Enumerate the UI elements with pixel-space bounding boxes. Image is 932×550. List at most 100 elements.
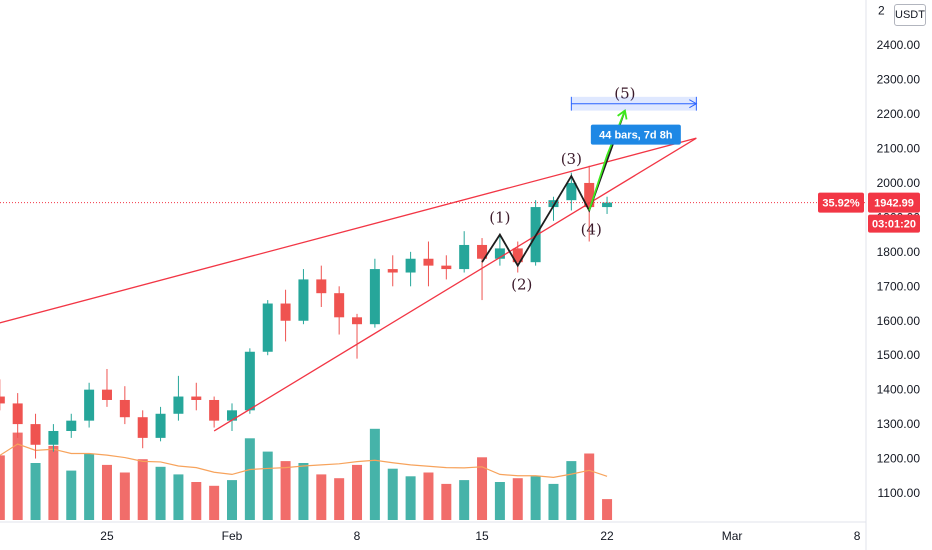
y-tick-label: 2300.00 bbox=[877, 73, 921, 87]
price-axis[interactable]: 1100.00 1200.00 1300.00 1400.00 1500.00 1600.… bbox=[877, 4, 921, 500]
annotations-layer: (1) (2) (3) (4) (5) bbox=[0, 85, 866, 432]
wave-label: (4) bbox=[581, 221, 602, 239]
volume-bar bbox=[280, 461, 291, 520]
volume-bar bbox=[548, 483, 559, 520]
candle-body bbox=[137, 417, 148, 438]
y-tick-label: 2400.00 bbox=[877, 38, 921, 52]
candle-body bbox=[209, 399, 220, 421]
x-tick-label: 15 bbox=[475, 529, 489, 543]
candle-body bbox=[316, 279, 327, 294]
volume-bar bbox=[530, 476, 541, 520]
volume-bar bbox=[316, 474, 327, 520]
candle-body bbox=[494, 248, 505, 259]
candles-layer bbox=[0, 165, 613, 459]
candle-body bbox=[173, 396, 184, 414]
wedge-upper-trendline bbox=[0, 137, 697, 324]
volume-bar bbox=[137, 459, 148, 520]
volume-bar bbox=[244, 438, 255, 520]
volume-bar bbox=[405, 476, 416, 520]
volume-bar bbox=[423, 472, 434, 520]
volume-bar bbox=[387, 468, 398, 520]
candle-body bbox=[66, 420, 77, 431]
candle-body bbox=[30, 424, 41, 445]
projection-arrow-head bbox=[617, 109, 628, 120]
y-tick-label: 1600.00 bbox=[877, 314, 921, 328]
wave-label: (2) bbox=[511, 276, 532, 294]
y-tick-label: 1100.00 bbox=[878, 486, 921, 500]
countdown-tag bbox=[868, 214, 920, 233]
time-axis[interactable]: 25 Feb 8 15 22 Mar 8 bbox=[0, 0, 867, 550]
candle-body bbox=[0, 396, 5, 404]
candle-body bbox=[477, 244, 488, 259]
y-tick-label: 2200.00 bbox=[877, 107, 921, 121]
volume-bar bbox=[369, 428, 380, 520]
candle-body bbox=[548, 200, 559, 208]
candle-body bbox=[84, 389, 95, 421]
volume-bar bbox=[209, 485, 220, 520]
volume-bar bbox=[584, 453, 595, 520]
y-tick-label: 1700.00 bbox=[877, 279, 921, 293]
y-tick-label: 1200.00 bbox=[877, 452, 921, 466]
wedge-lower-trendline bbox=[213, 137, 697, 432]
measure-layer: 44 bars, 7d 8h bbox=[570, 96, 698, 145]
y-tick-label: 1300.00 bbox=[877, 417, 921, 431]
candle-body bbox=[119, 399, 130, 418]
candle-body bbox=[191, 396, 202, 400]
measure-arrow-icon bbox=[689, 99, 698, 109]
volume-bar bbox=[84, 453, 95, 520]
candle-body bbox=[280, 303, 291, 321]
candle-body bbox=[387, 269, 398, 273]
volume-bar bbox=[566, 461, 577, 520]
volume-bar bbox=[459, 480, 470, 520]
change-percent-tag bbox=[818, 192, 864, 213]
current-price-tag bbox=[868, 192, 920, 213]
candle-body bbox=[12, 403, 23, 425]
y-tick-label: 1500.00 bbox=[877, 348, 921, 362]
candle-body bbox=[334, 293, 345, 318]
candle-body bbox=[584, 182, 595, 208]
x-tick-label: 8 bbox=[854, 529, 861, 543]
volume-bar bbox=[66, 470, 77, 520]
candle-body bbox=[602, 202, 613, 208]
price-tags-layer: 35.92% 1942.99 03:01:20 bbox=[818, 192, 920, 233]
volume-bar bbox=[119, 472, 130, 520]
y-tick-label: 1400.00 bbox=[877, 383, 921, 397]
candle-body bbox=[423, 258, 434, 266]
volume-bar bbox=[173, 474, 184, 520]
volume-bar bbox=[191, 482, 202, 520]
volume-bar bbox=[227, 480, 237, 520]
measure-info-box bbox=[590, 124, 681, 145]
x-tick-label: 22 bbox=[600, 529, 614, 543]
change-percent-label: 35.92% bbox=[822, 198, 860, 210]
candle-body bbox=[441, 265, 452, 270]
candle-body bbox=[352, 317, 363, 325]
candle-body bbox=[566, 182, 577, 201]
candle-body bbox=[227, 410, 237, 421]
y-tick-label: 2100.00 bbox=[877, 142, 921, 156]
volume-bar bbox=[494, 482, 505, 520]
x-tick-label: 8 bbox=[354, 529, 361, 543]
candle-body bbox=[48, 430, 59, 445]
moving-average-layer bbox=[0, 443, 608, 478]
volume-bar bbox=[334, 478, 345, 520]
volume-bar bbox=[477, 457, 488, 520]
candle-body bbox=[459, 244, 470, 270]
x-tick-label: 25 bbox=[100, 529, 114, 543]
volume-bar bbox=[48, 445, 59, 520]
volume-bar bbox=[352, 464, 363, 520]
current-price-label: 1942.99 bbox=[874, 198, 914, 210]
volume-moving-average bbox=[0, 443, 608, 478]
countdown-label: 03:01:20 bbox=[872, 219, 916, 231]
x-tick-label: Mar bbox=[722, 529, 743, 543]
wave-label: (3) bbox=[561, 150, 582, 168]
volume-bar bbox=[441, 483, 452, 520]
volume-bar bbox=[101, 464, 112, 520]
currency-badge[interactable]: USDT bbox=[894, 4, 926, 26]
candle-body bbox=[262, 303, 273, 352]
wave-label: (5) bbox=[614, 85, 635, 103]
candle-body bbox=[155, 413, 166, 438]
y-tick-label: 1800.00 bbox=[877, 245, 921, 259]
volume-bar bbox=[262, 451, 273, 520]
volume-bar bbox=[298, 463, 309, 520]
